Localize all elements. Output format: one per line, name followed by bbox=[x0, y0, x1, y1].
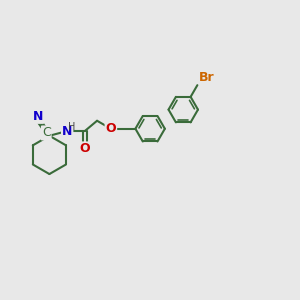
Text: Br: Br bbox=[199, 71, 214, 84]
Text: O: O bbox=[106, 122, 116, 135]
Text: C: C bbox=[42, 126, 51, 140]
Text: N: N bbox=[62, 124, 72, 137]
Text: O: O bbox=[80, 142, 90, 155]
Text: N: N bbox=[33, 110, 43, 123]
Text: H: H bbox=[68, 122, 75, 132]
